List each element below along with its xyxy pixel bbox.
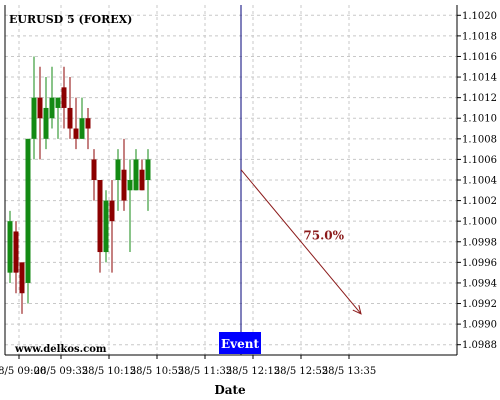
candle-body <box>7 221 13 273</box>
y-tick-label: 1.0998 <box>462 237 497 248</box>
candle-body <box>61 87 67 108</box>
event-label: Event <box>221 337 259 351</box>
y-tick-label: 1.1004 <box>462 176 497 187</box>
candle-body <box>109 200 115 222</box>
candle-body <box>115 159 121 180</box>
y-tick-label: 1.1020 <box>462 11 497 22</box>
candle-body <box>67 107 73 129</box>
event-box <box>219 332 261 354</box>
candle-body <box>43 107 49 139</box>
projection-arrow <box>240 169 362 315</box>
candle-body <box>25 138 31 283</box>
y-tick-label: 1.0992 <box>462 299 497 310</box>
x-tick-label: 28/5 09:00 <box>0 366 46 377</box>
candle-body <box>19 262 25 294</box>
candles <box>7 56 151 314</box>
y-tick-label: 1.1006 <box>462 155 497 166</box>
projection-arrowhead <box>352 304 362 315</box>
projection-label: 75.0% <box>303 229 344 243</box>
candle-body <box>91 159 97 180</box>
candle-body <box>127 180 133 191</box>
y-tick-label: 1.0990 <box>462 320 497 331</box>
x-tick-label: 28/5 12:15 <box>226 366 280 377</box>
axes: 1.0988 1.0990 1.0992 1.0994 1.0996 1.0998 1.10… <box>0 5 497 377</box>
y-tick-label: 1.0996 <box>462 258 497 269</box>
chart-title: EURUSD 5 (FOREX) <box>9 13 132 26</box>
candle-body <box>103 200 109 253</box>
candle-body <box>139 169 145 191</box>
x-axis-label: Date <box>214 383 246 397</box>
y-tick-label: 1.1008 <box>462 134 497 145</box>
x-tick-label: 28/5 09:35 <box>34 366 88 377</box>
candle-body <box>49 97 55 119</box>
candle-body <box>13 231 19 273</box>
y-tick-label: 1.1000 <box>462 217 497 228</box>
event-layer: Event 75.0% <box>219 5 362 355</box>
y-tick-label: 1.1002 <box>462 196 497 207</box>
y-tick-label: 1.1016 <box>462 52 497 63</box>
x-tick-label: 28/5 11:35 <box>178 366 232 377</box>
candle-body <box>133 159 139 191</box>
y-tick-label: 1.0988 <box>462 340 497 351</box>
x-tick-label: 28/5 10:55 <box>130 366 184 377</box>
candle-body <box>31 97 37 139</box>
y-tick-label: 1.1014 <box>462 73 497 84</box>
x-tick-label: 28/5 13:35 <box>322 366 376 377</box>
x-tick-label: 28/5 12:55 <box>274 366 328 377</box>
watermark: www.delkos.com <box>14 344 107 355</box>
candle-body <box>121 169 127 201</box>
candle-body <box>73 128 79 139</box>
candle-body <box>55 97 61 108</box>
candle-body <box>145 159 151 180</box>
y-tick-label: 1.0994 <box>462 278 497 289</box>
grid <box>5 5 457 355</box>
y-tick-label: 1.1010 <box>462 114 497 125</box>
candle-body <box>37 97 43 119</box>
y-tick-label: 1.1018 <box>462 31 497 42</box>
candle-body <box>97 180 103 253</box>
y-tick-label: 1.1012 <box>462 93 497 104</box>
candle-body <box>79 118 85 139</box>
candle-body <box>85 118 91 129</box>
x-tick-label: 28/5 10:15 <box>82 366 136 377</box>
